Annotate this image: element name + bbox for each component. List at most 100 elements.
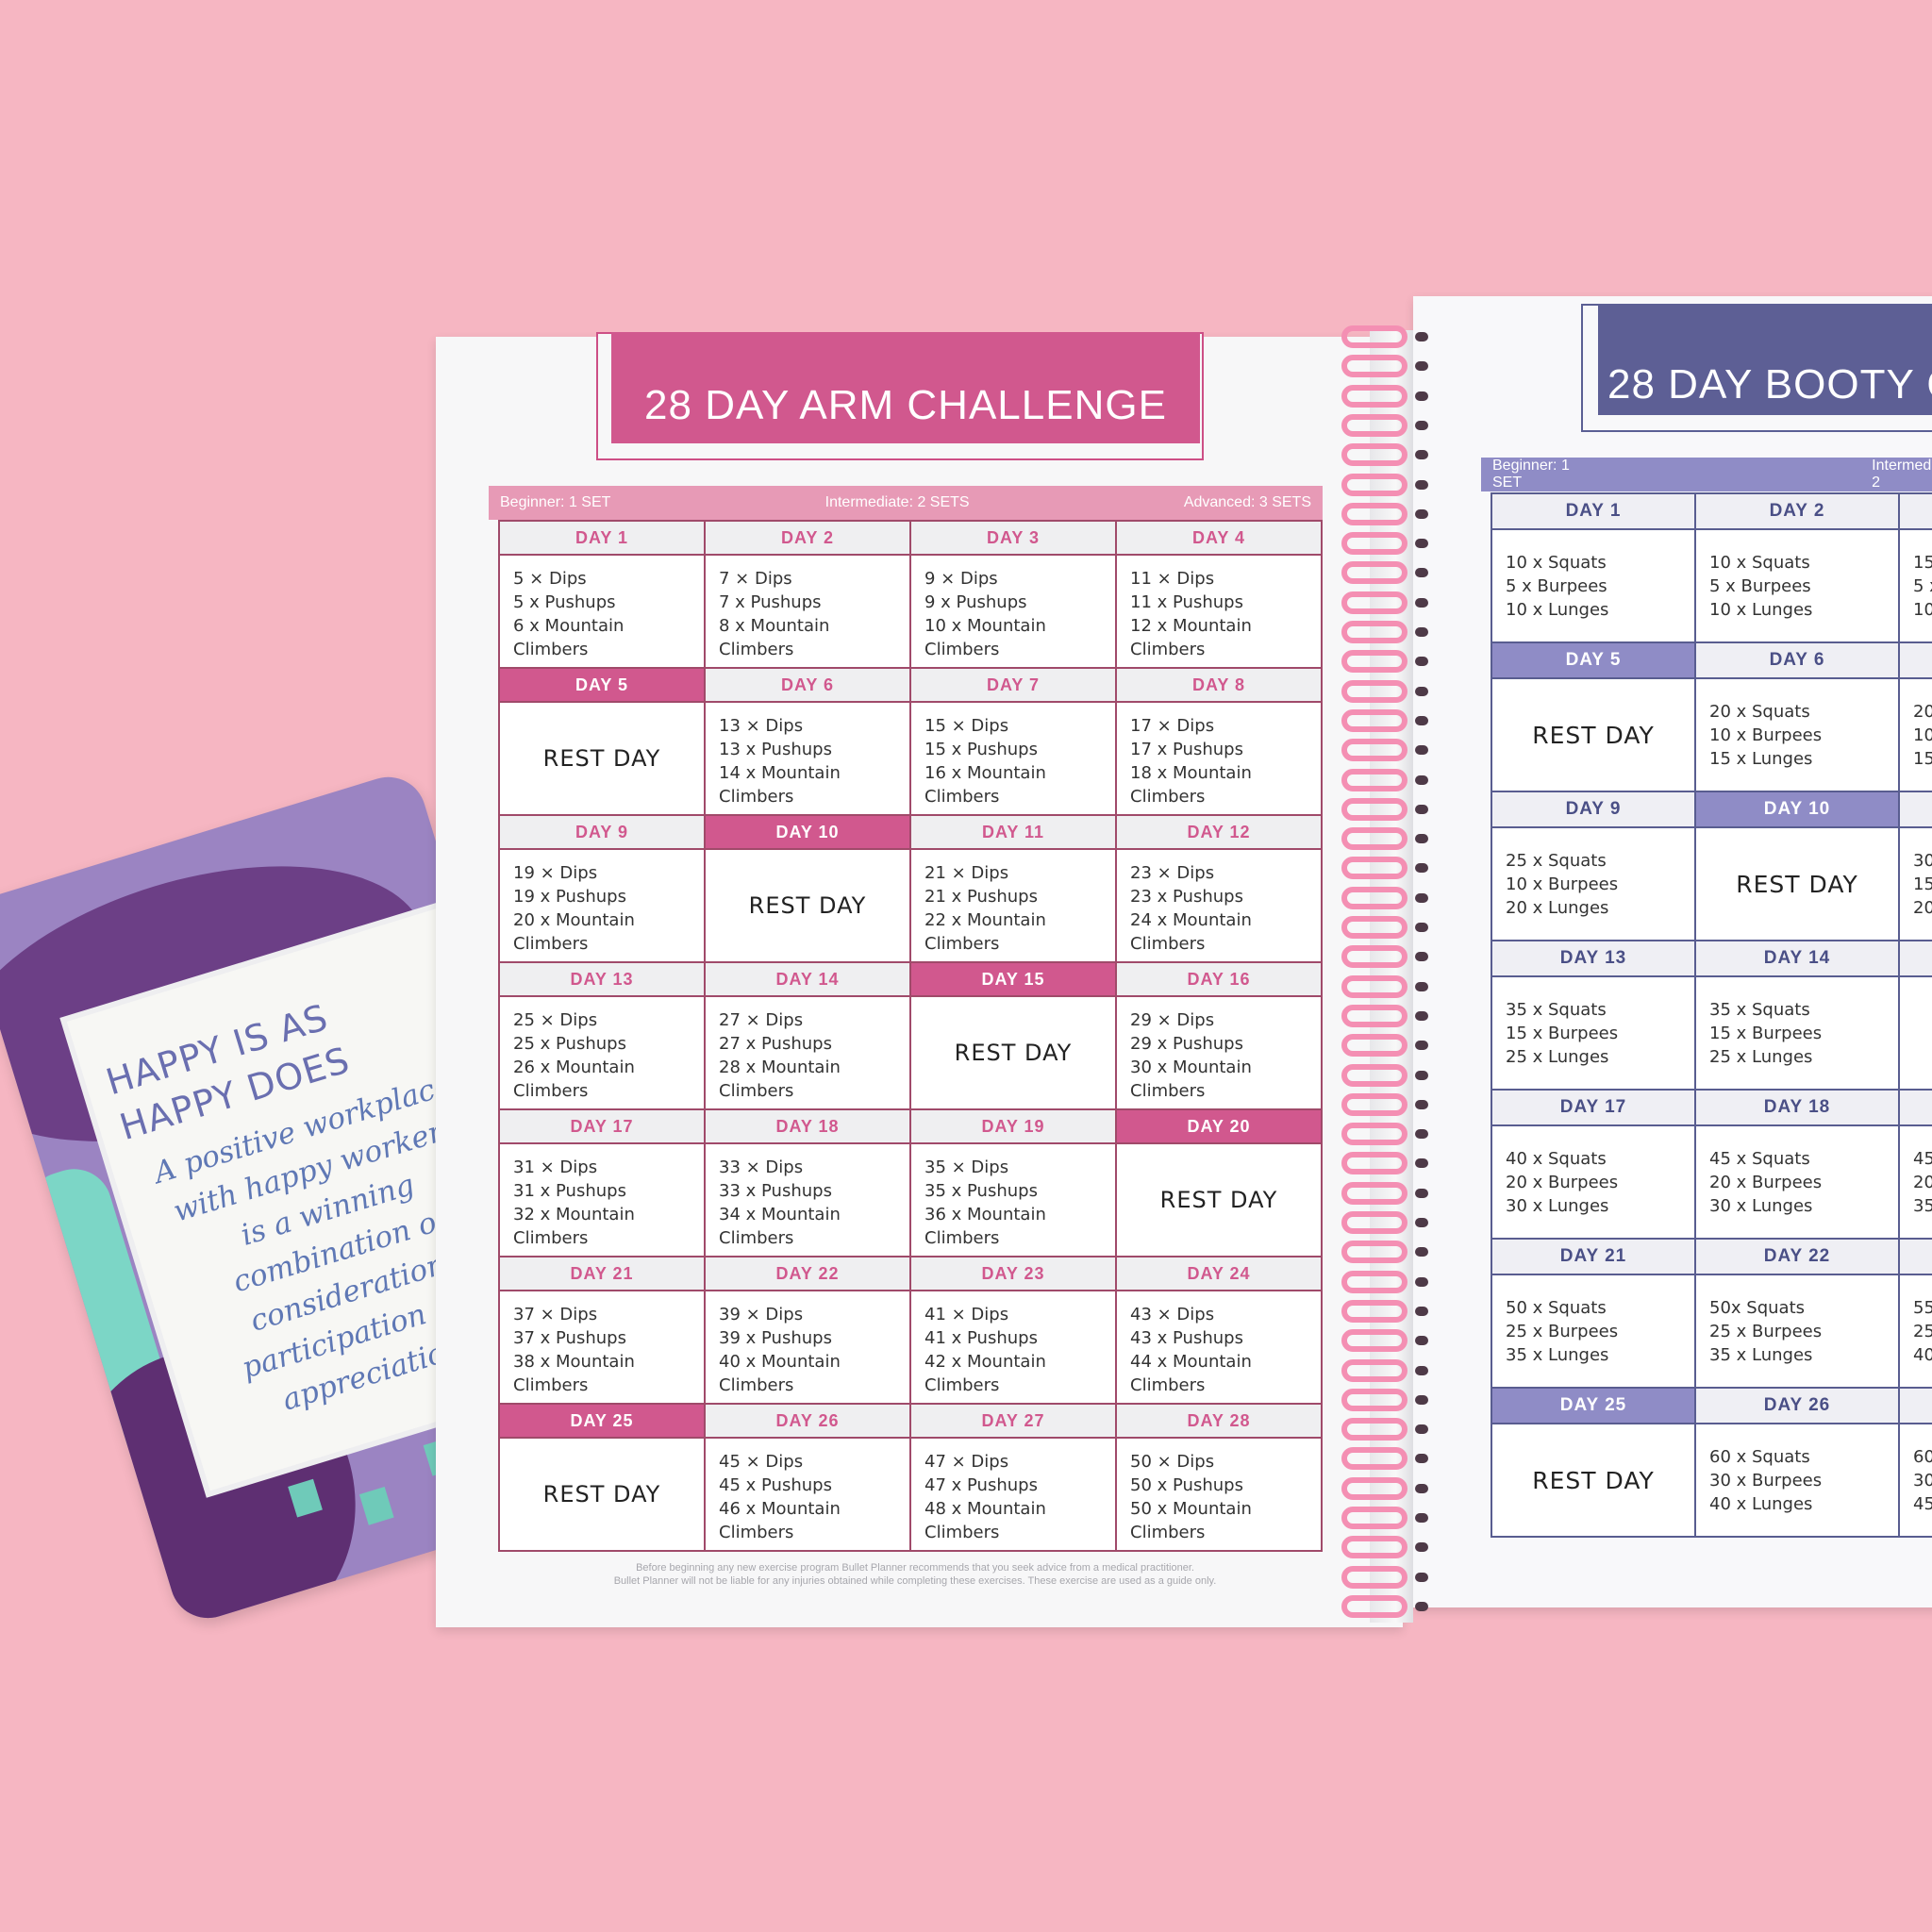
spiral-coil [1341, 413, 1407, 437]
day-cell: REST DAY [704, 848, 911, 963]
spiral-coil [1341, 1063, 1407, 1087]
spiral-coil [1341, 945, 1407, 969]
punch-hole [1415, 1010, 1428, 1021]
rest-day-label: REST DAY [748, 892, 867, 919]
exercise-list: 31 × Dips 31 x Pushups 32 x Mountain Cli… [513, 1158, 635, 1248]
punch-hole [1415, 1070, 1428, 1080]
exercise-list: 13 × Dips 13 x Pushups 14 x Mountain Cli… [719, 716, 841, 807]
day-cell: REST DAY [1694, 826, 1900, 941]
day-header: DAY 19 [909, 1108, 1117, 1144]
booty-challenge-grid: DAY 1 DAY 2 10 x Squats 5 x Burpees 10 x L… [1491, 492, 1932, 1538]
exercise-list: 47 × Dips 47 x Pushups 48 x Mountain Cli… [924, 1452, 1046, 1542]
exercise-list: 10 x Squats 5 x Burpees 10 x Lunges [1709, 553, 1813, 620]
spiral-coil [1341, 1241, 1407, 1264]
punch-hole [1415, 1542, 1428, 1553]
punch-hole [1415, 539, 1428, 549]
spiral-coil [1341, 768, 1407, 791]
spiral-coil [1341, 1565, 1407, 1589]
punch-hole [1415, 1336, 1428, 1346]
day-cell: 50 x Squats 25 x Burpees 35 x Lunges [1491, 1274, 1696, 1389]
day-header: DAY 23 [909, 1256, 1117, 1291]
exercise-list: 40 x Squats 20 x Burpees 30 x Lunges [1506, 1149, 1619, 1216]
day-cell: 37 × Dips 37 x Pushups 38 x Mountain Cli… [498, 1290, 706, 1405]
punch-hole [1415, 1041, 1428, 1051]
punch-hole [1415, 1247, 1428, 1257]
day-header: DAY 26 [704, 1403, 911, 1439]
day-cell: 9 × Dips 9 x Pushups 10 x Mountain Climb… [909, 554, 1117, 669]
day-header: DAY 11 [909, 814, 1117, 850]
punch-hole [1415, 981, 1428, 991]
spiral-coil [1341, 1004, 1407, 1027]
exercise-list: 25 × Dips 25 x Pushups 26 x Mountain Cli… [513, 1010, 635, 1101]
day-header: DAY 1 [498, 520, 706, 556]
punch-hole [1415, 1513, 1428, 1523]
spiral-coil [1341, 857, 1407, 880]
day-cell: 41 × Dips 41 x Pushups 42 x Mountain Cli… [909, 1290, 1117, 1405]
exercise-list: 45 20 35 [1913, 1149, 1932, 1216]
punch-hole [1415, 745, 1428, 756]
punch-hole [1415, 1454, 1428, 1464]
day-header: DAY 26 [1694, 1387, 1900, 1424]
day-cell: 20 10 15 [1898, 677, 1932, 792]
punch-hole [1415, 863, 1428, 874]
day-header: DAY 15 [909, 961, 1117, 997]
day-cell: 45 x Squats 20 x Burpees 30 x Lunges [1694, 1124, 1900, 1240]
exercise-list: 25 x Squats 10 x Burpees 20 x Lunges [1506, 851, 1619, 918]
day-header: DAY 27 [909, 1403, 1117, 1439]
spiral-coil [1341, 916, 1407, 939]
day-cell: 30 15 20 [1898, 826, 1932, 941]
arm-challenge-grid: DAY 1 DAY 2 DAY 3 DAY 4 5 × Dips 5 x Pushups… [498, 520, 1323, 1552]
punch-hole [1415, 1365, 1428, 1375]
day-header: DAY 14 [1694, 940, 1900, 977]
rest-day-label: REST DAY [1159, 1187, 1278, 1213]
day-cell: 20 x Squats 10 x Burpees 15 x Lunges [1694, 677, 1900, 792]
day-cell: 35 × Dips 35 x Pushups 36 x Mountain Cli… [909, 1142, 1117, 1257]
day-cell: 11 × Dips 11 x Pushups 12 x Mountain Cli… [1115, 554, 1323, 669]
day-cell: REST DAY [909, 995, 1117, 1110]
spiral-coil [1341, 1211, 1407, 1234]
punch-hole [1415, 479, 1428, 490]
day-cell: 47 × Dips 47 x Pushups 48 x Mountain Cli… [909, 1437, 1117, 1552]
exercise-list: 5 × Dips 5 x Pushups 6 x Mountain Climbe… [513, 569, 625, 659]
day-cell: 29 × Dips 29 x Pushups 30 x Mountain Cli… [1115, 995, 1323, 1110]
day-header [1898, 940, 1932, 977]
punch-hole [1415, 804, 1428, 814]
day-header [1898, 641, 1932, 679]
exercise-list: 17 × Dips 17 x Pushups 18 x Mountain Cli… [1130, 716, 1252, 807]
disclaimer: Before beginning any new exercise progra… [613, 1562, 1217, 1587]
day-header: DAY 21 [1491, 1238, 1696, 1275]
spiral-coil [1341, 561, 1407, 585]
day-cell: 15 5 x 10 [1898, 528, 1932, 643]
exercise-list: 15 × Dips 15 x Pushups 16 x Mountain Cli… [924, 716, 1046, 807]
spiral-coil [1341, 1092, 1407, 1116]
exercise-list: 37 × Dips 37 x Pushups 38 x Mountain Cli… [513, 1305, 635, 1395]
day-header: DAY 4 [1115, 520, 1323, 556]
spiral-coil [1341, 1388, 1407, 1411]
exercise-list: 20 10 15 [1913, 702, 1932, 769]
punch-hole [1415, 450, 1428, 460]
arm-title-banner [611, 332, 1200, 443]
exercise-list: 21 × Dips 21 x Pushups 22 x Mountain Cli… [924, 863, 1046, 954]
day-cell: REST DAY [1491, 1423, 1696, 1538]
day-header: DAY 10 [704, 814, 911, 850]
day-header: DAY 1 [1491, 492, 1696, 530]
exercise-list: 19 × Dips 19 x Pushups 20 x Mountain Cli… [513, 863, 635, 954]
spiral-coil [1341, 1299, 1407, 1323]
spiral-coil [1341, 1123, 1407, 1146]
exercise-list: 15 5 x 10 [1913, 553, 1932, 620]
exercise-list: 50 x Squats 25 x Burpees 35 x Lunges [1506, 1298, 1619, 1365]
exercise-list [1900, 977, 1932, 998]
day-cell: 50x Squats 25 x Burpees 35 x Lunges [1694, 1274, 1900, 1389]
spiral-coil [1341, 1594, 1407, 1618]
exercise-list: 7 × Dips 7 x Pushups 8 x Mountain Climbe… [719, 569, 830, 659]
spiral-coil [1341, 1418, 1407, 1441]
day-cell: 45 × Dips 45 x Pushups 46 x Mountain Cli… [704, 1437, 911, 1552]
punch-hole [1415, 1218, 1428, 1227]
exercise-list: 45 x Squats 20 x Burpees 30 x Lunges [1709, 1149, 1823, 1216]
rest-day-label: REST DAY [1532, 721, 1655, 749]
day-header: DAY 2 [704, 520, 911, 556]
level-beginner: Beginner: 1 SET [500, 494, 611, 510]
day-cell: 23 × Dips 23 x Pushups 24 x Mountain Cli… [1115, 848, 1323, 963]
day-header: DAY 10 [1694, 791, 1900, 828]
